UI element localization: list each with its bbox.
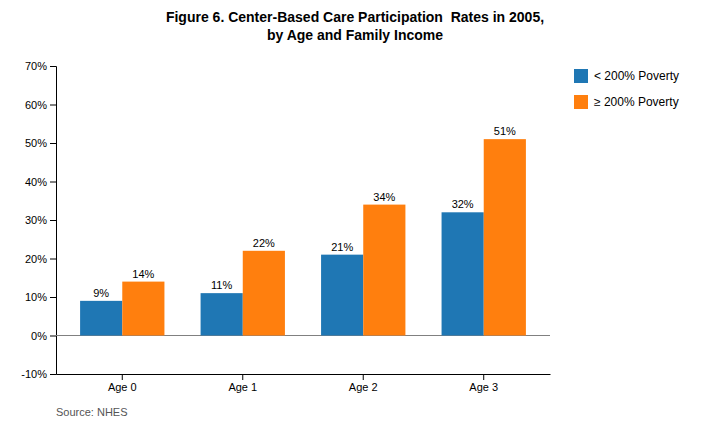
y-tick-label: 30% [25,214,47,226]
y-axis-line [50,67,57,375]
legend-label: < 200% Poverty [594,69,679,83]
x-tick-label: Age 2 [349,381,378,393]
legend-item: ≥ 200% Poverty [574,95,679,109]
data-label: 21% [331,241,353,253]
x-tick-mark [483,374,484,380]
bar [122,282,164,336]
y-axis: -10% 0% 10% 20% 30% 40% 50% 60% 70% [21,60,56,380]
y-tick-label: 50% [25,137,47,149]
data-label: 11% [211,279,232,291]
bar [442,212,484,335]
x-tick-label: Age 3 [469,381,498,393]
data-label: 51% [494,125,516,137]
source-note: Source: NHES [56,406,128,418]
y-tick-label: 0% [31,330,47,342]
y-tick-label: 60% [25,99,47,111]
bar [201,293,243,335]
bar-series [80,212,484,335]
data-label: 9% [93,287,109,299]
chart-svg: -10%0%10%20%30%40%50%60%70%Age 0Age 1Age… [0,0,710,426]
bar [321,255,363,336]
data-label: 14% [132,268,154,280]
y-tick: 30% [25,214,56,226]
y-tick: 50% [25,137,56,149]
y-tick-mark [50,297,56,298]
bar [243,251,285,336]
chart-title: Figure 6. Center-Based Care Participatio… [0,8,710,44]
data-label: 22% [253,237,275,249]
data-label: 32% [452,198,474,210]
legend-swatch [574,95,588,109]
x-tick-label: Age 1 [228,381,257,393]
data-label: 34% [373,191,395,203]
x-tick: Age 2 [349,374,378,393]
y-tick-mark [50,66,56,67]
x-axis: Age 0 Age 1 Age 2 Age 3 [57,374,551,393]
y-tick: 70% [25,60,56,72]
y-tick: 10% [25,291,56,303]
bar-series [122,139,526,335]
bar [80,301,122,336]
y-tick: 60% [25,99,56,111]
y-tick: 20% [25,253,56,265]
x-axis-line [57,374,551,375]
legend-label: ≥ 200% Poverty [594,95,679,109]
y-tick-label: -10% [21,368,47,380]
y-tick-mark [50,105,56,106]
x-tick-mark [122,374,123,380]
y-tick-mark [50,336,56,337]
y-tick-mark [50,374,56,375]
y-tick: -10% [21,368,56,380]
bar [363,205,405,336]
y-tick-mark [50,259,56,260]
y-tick: 0% [31,330,56,342]
x-tick-mark [363,374,364,380]
x-tick: Age 1 [228,374,257,393]
y-tick-mark [50,143,56,144]
y-tick: 40% [25,176,56,188]
y-tick-mark [50,182,56,183]
x-tick-mark [242,374,243,380]
x-tick-label: Age 0 [108,381,137,393]
x-tick: Age 3 [469,374,498,393]
legend-item: < 200% Poverty [574,69,679,83]
y-tick-mark [50,220,56,221]
y-tick-label: 70% [25,60,47,72]
y-tick-label: 20% [25,253,47,265]
y-tick-label: 40% [25,176,47,188]
plot-area: -10%0%10%20%30%40%50%60%70%Age 0Age 1Age… [21,60,550,393]
x-tick: Age 0 [108,374,137,393]
bar [484,139,526,335]
data-labels: 9% 11% 21% 32% 14% 22% 34% 51% [93,125,516,299]
y-tick-label: 10% [25,291,47,303]
bars [80,139,526,335]
legend: < 200% Poverty ≥ 200% Poverty [574,69,679,109]
legend-swatch [574,69,588,83]
